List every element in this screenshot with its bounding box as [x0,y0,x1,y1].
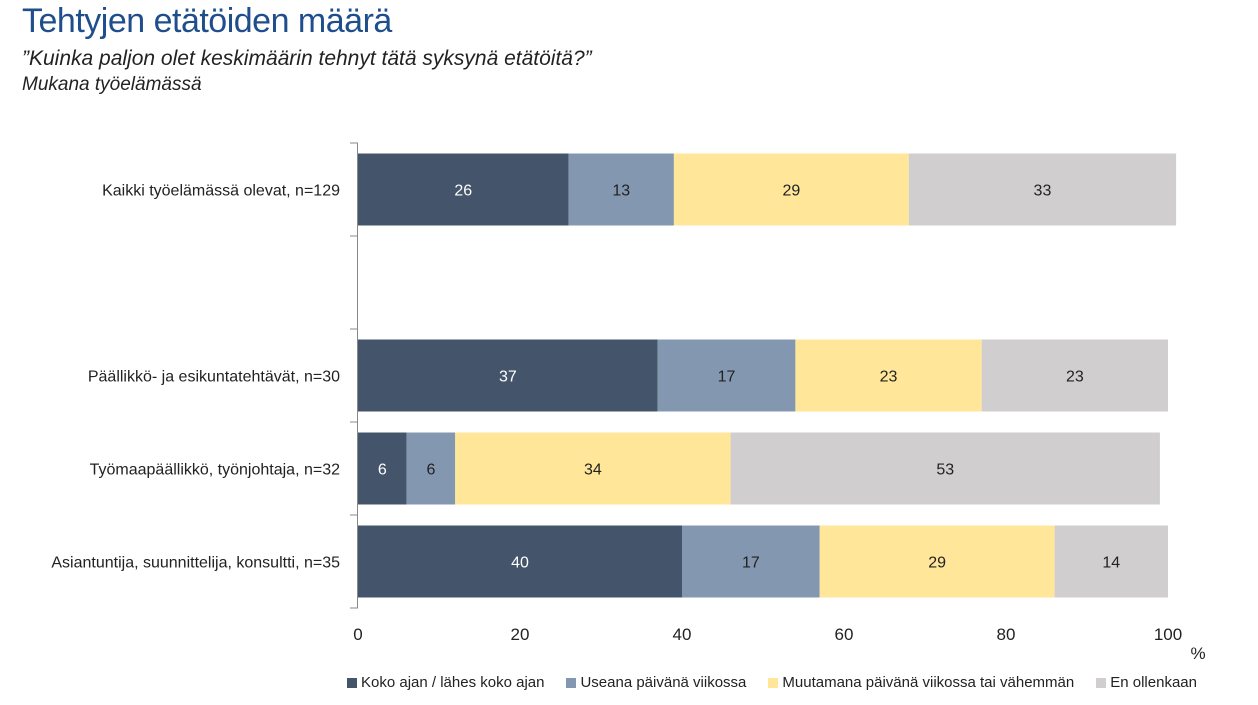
bar-segment [568,153,674,226]
category-label: Päällikkö- ja esikuntatehtävät, n=30 [88,369,340,386]
legend-swatch [1096,677,1107,688]
bar-segment [908,153,1177,226]
legend-swatch [768,677,779,688]
category-label: Työmaapäällikkö, työnjohtaja, n=32 [90,462,340,479]
data-label: 37 [499,369,517,386]
data-label: 29 [782,183,800,200]
legend-label: Muutamana päivänä viikossa tai vähemmän [782,674,1075,691]
legend-item: Muutamana päivänä viikossa tai vähemmän [768,674,1074,691]
data-label: 23 [880,369,898,386]
x-tick-label: 100 [1154,625,1182,644]
x-tick-label: 0 [353,625,362,644]
legend-swatch [347,677,357,688]
data-label: 33 [1034,183,1052,200]
bar-segment [730,432,1160,505]
bar-segment [358,339,658,412]
bar-segment [358,153,569,226]
legend: Koko ajan / lähes koko ajan Useana päivän… [347,674,1197,691]
category-labels: Kaikki työelämässä olevat, n=129 Päällikk… [51,183,340,572]
x-axis-unit-label: % [1190,644,1205,663]
bars-group: 26 13 29 33 37 17 23 23 6 6 34 53 40 17 29 14 [358,153,1177,598]
bar-segment [673,153,909,226]
x-tick-label: 60 [835,625,854,644]
page-title: Tehtyjen etätöiden määrä [22,2,392,40]
subgroup-subtitle: Mukana työelämässä [22,74,202,95]
category-label: Asiantuntija, suunnittelija, konsultti, … [51,555,340,572]
bar-segment [981,339,1168,412]
data-label: 17 [718,369,736,386]
bar-segment [682,525,820,598]
bar-segment [406,432,456,505]
data-label: 34 [584,462,602,479]
data-label: 26 [454,183,472,200]
legend-item: Koko ajan / lähes koko ajan [347,674,544,691]
bar-segment [1054,525,1168,598]
question-subtitle: ”Kuinka paljon olet keskimäärin tehnyt t… [22,47,592,70]
data-label: 6 [378,462,387,479]
x-tick-label: 20 [511,625,530,644]
data-label: 13 [612,183,630,200]
legend-label: Useana päivänä viikossa [580,674,747,691]
data-label: 23 [1066,369,1084,386]
bar-segment [358,432,407,505]
data-label: 40 [511,555,529,572]
data-label: 14 [1102,555,1120,572]
bar-segment [657,339,796,412]
legend-label: Koko ajan / lähes koko ajan [361,674,545,691]
data-label: 6 [426,462,435,479]
x-tick-label: 80 [997,625,1016,644]
bar-segment [795,339,982,412]
legend-item: Useana päivänä viikossa [566,674,746,691]
data-label: 53 [936,462,954,479]
bar-segment [358,525,682,598]
legend-item: En ollenkaan [1096,674,1197,691]
axes: 0 20 40 60 80 100 [350,142,1182,644]
legend-swatch [566,677,577,688]
data-label: 29 [928,555,946,572]
data-label: 17 [742,555,760,572]
x-tick-label: 40 [673,625,692,644]
category-label: Kaikki työelämässä olevat, n=129 [102,183,340,200]
bar-segment [819,525,1055,598]
bar-segment [455,432,731,505]
legend-label: En ollenkaan [1110,674,1197,691]
